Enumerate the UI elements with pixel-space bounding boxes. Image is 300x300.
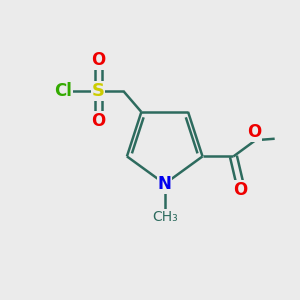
Text: N: N xyxy=(158,175,172,193)
Text: Cl: Cl xyxy=(54,82,72,100)
Text: CH₃: CH₃ xyxy=(152,210,178,224)
Text: O: O xyxy=(247,123,261,141)
Text: O: O xyxy=(91,112,105,130)
Text: O: O xyxy=(91,51,105,69)
Text: S: S xyxy=(92,82,105,100)
Text: O: O xyxy=(233,181,248,199)
